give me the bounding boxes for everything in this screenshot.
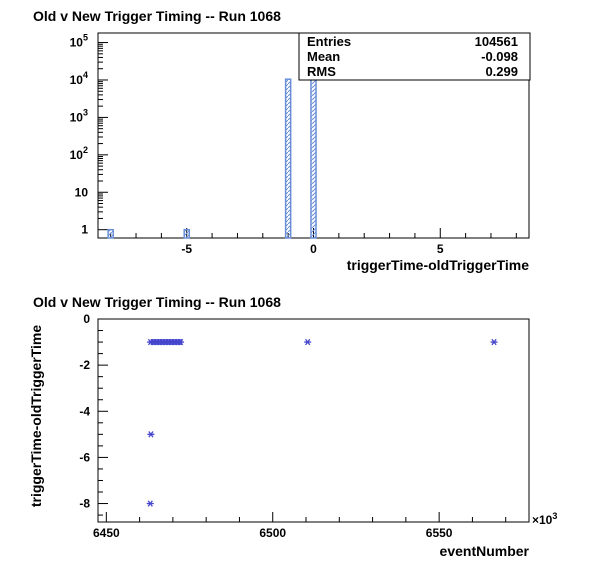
marker-stroke xyxy=(491,338,497,346)
stats-box xyxy=(298,32,531,81)
y-tick-base: 10 xyxy=(70,36,84,50)
y-tick-label: 0 xyxy=(83,312,90,326)
y-tick-label: -4 xyxy=(79,404,90,418)
y-tick-base: 10 xyxy=(70,148,84,162)
stats-value-entries: 104561 xyxy=(475,34,518,49)
marker-stroke xyxy=(177,338,184,346)
y-tick-label: 10 xyxy=(75,185,89,199)
marker-stroke xyxy=(148,431,154,438)
scatter-point xyxy=(147,431,155,438)
scatter-point xyxy=(177,338,185,346)
y-tick-base: 1 xyxy=(81,223,88,237)
x-tick-label: 6500 xyxy=(259,526,286,540)
y-tick-label: 105 xyxy=(70,33,88,50)
scatter-point xyxy=(146,500,154,507)
marker-stroke xyxy=(305,338,311,346)
stats-value-rms: 0.299 xyxy=(485,64,518,79)
scatter-x-axis-title: eventNumber xyxy=(440,543,530,559)
x-tick-label: 6450 xyxy=(93,526,120,540)
marker-stroke xyxy=(147,500,153,507)
stats-label-rms: RMS xyxy=(307,64,336,79)
y-tick-base: 10 xyxy=(75,185,89,199)
x-axis-exponent: ×103 xyxy=(532,511,557,527)
y-tick-exponent: 4 xyxy=(83,70,88,80)
histogram-x-axis-title: triggerTime-oldTriggerTime xyxy=(347,257,530,273)
stats-value-mean: -0.098 xyxy=(481,49,518,64)
x-tick-label: 5 xyxy=(437,242,444,256)
y-tick-label: -8 xyxy=(79,497,90,511)
x-tick-label: 6550 xyxy=(426,526,453,540)
histogram-bar xyxy=(284,78,292,239)
y-tick-exponent: 5 xyxy=(83,33,88,43)
scatter-point xyxy=(304,338,312,346)
y-tick-exponent: 3 xyxy=(83,107,88,117)
stats-label-entries: Entries xyxy=(307,34,351,49)
scatter-y-axis-title: triggerTime-oldTriggerTime xyxy=(28,325,44,508)
x-exponent-base: ×10 xyxy=(532,513,553,527)
stats-label-mean: Mean xyxy=(307,49,340,64)
y-tick-exponent: 2 xyxy=(83,145,88,155)
stats-rows: Entries 104561 Mean -0.098 RMS 0.299 xyxy=(307,34,518,79)
scatter-point xyxy=(490,338,498,346)
y-tick-label: 104 xyxy=(70,70,88,87)
histogram-bar xyxy=(107,228,114,239)
x-exponent-power: 3 xyxy=(552,511,557,521)
y-tick-base: 10 xyxy=(70,73,84,87)
y-tick-label: -6 xyxy=(79,450,90,464)
scatter-title: Old v New Trigger Timing -- Run 1068 xyxy=(33,294,281,310)
scatter-plot: 6450 6500 6550 ×103 0 -2 -4 -6 -8 xyxy=(79,312,557,540)
histogram-title: Old v New Trigger Timing -- Run 1068 xyxy=(33,8,281,24)
x-tick-label: -5 xyxy=(181,242,192,256)
y-tick-base: 10 xyxy=(70,110,84,124)
scatter-frame xyxy=(97,318,530,523)
y-tick-label: 1 xyxy=(81,223,88,237)
histogram-bar xyxy=(183,228,191,239)
x-tick-label: 0 xyxy=(310,242,317,256)
y-tick-label: -2 xyxy=(79,358,90,372)
y-tick-label: 103 xyxy=(70,107,88,124)
y-tick-label: 102 xyxy=(70,145,88,162)
